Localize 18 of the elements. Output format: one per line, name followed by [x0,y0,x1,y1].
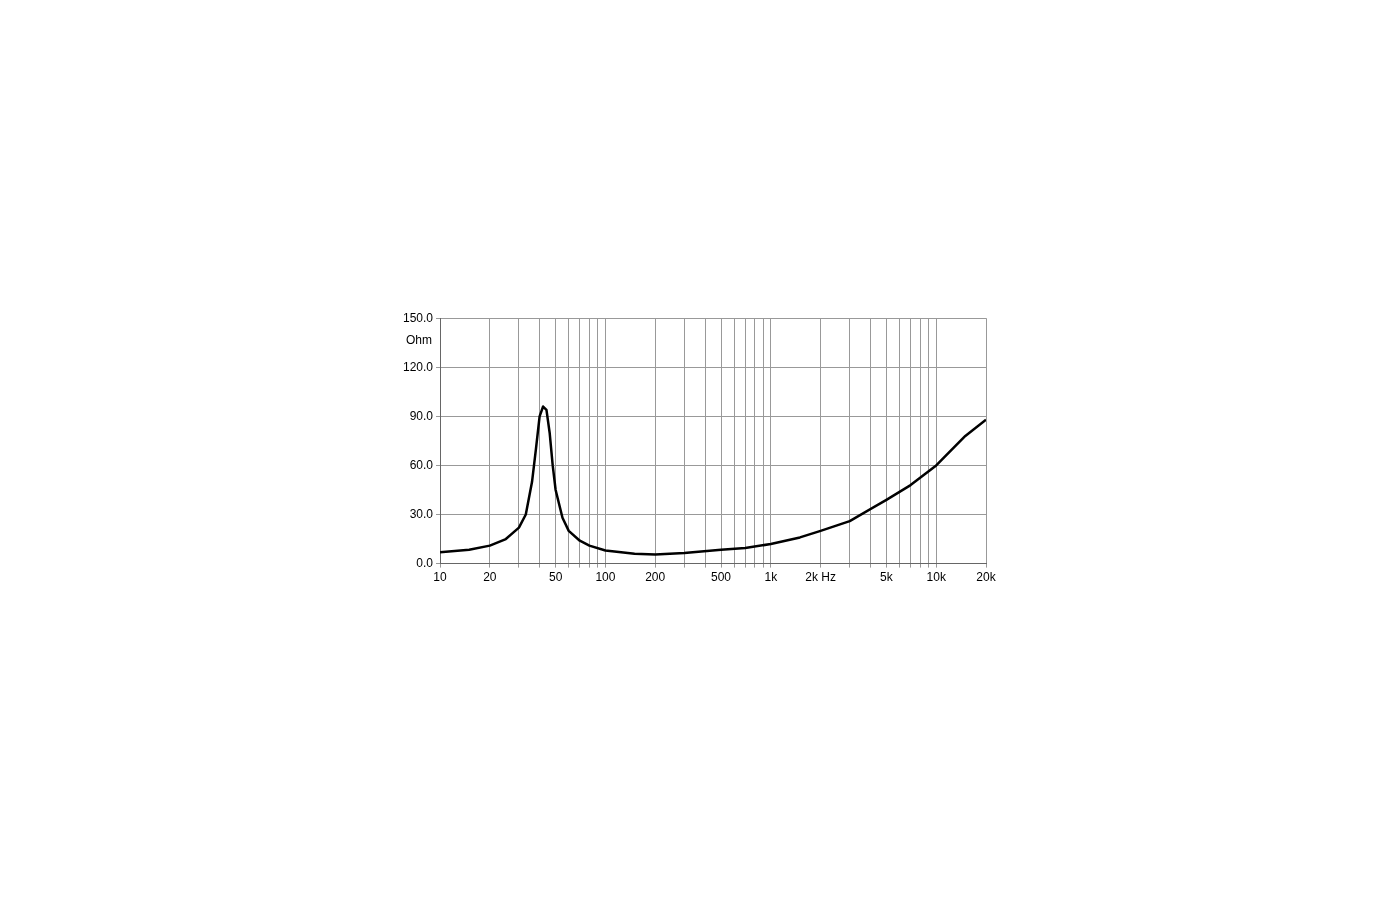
x-tick-label: 20 [483,570,497,585]
x-tick-label: 50 [548,570,563,585]
x-tick-label: 5k [880,570,894,585]
x-tick-label: 200 [645,570,666,585]
y-tick-label: 60.0 [409,457,434,472]
x-tick-label: 10k [926,570,947,585]
x-tick-label: 1k [764,570,779,585]
y-axis-title: Ohm [406,332,433,347]
x-tick-label: 500 [711,570,732,585]
y-tick-label: 30.0 [409,506,434,521]
x-tick-label: 2k Hz [805,570,836,585]
x-tick-label: 10 [433,570,448,585]
y-tick-label: 150.0 [403,310,434,325]
y-tick-label: 0.0 [416,555,434,570]
y-tick-label: 120.0 [403,359,434,374]
x-tick-label: 100 [595,570,616,585]
x-tick-label: 20k [976,570,997,585]
y-tick-label: 90.0 [409,408,434,423]
